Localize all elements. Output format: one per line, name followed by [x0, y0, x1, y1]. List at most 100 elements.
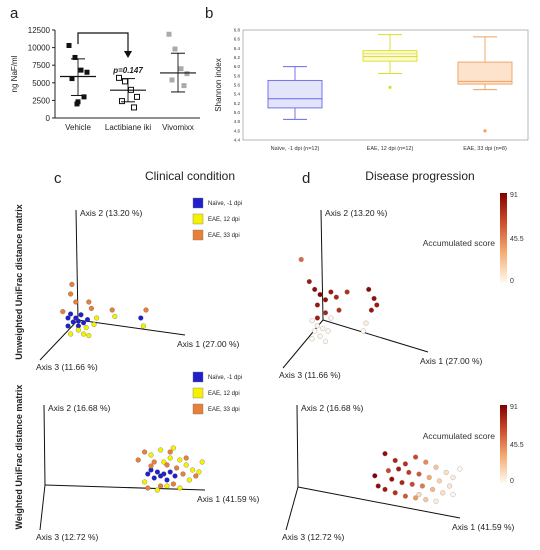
- axis2-label: Axis 2 (16.68 %): [48, 403, 111, 413]
- data-point: [81, 94, 87, 100]
- panel-letter-d: d: [302, 170, 310, 187]
- data-point: [158, 447, 164, 453]
- axis1-label: Axis 1 (27.00 %): [177, 339, 240, 349]
- y-tick-label: 6.4: [234, 46, 241, 51]
- data-point: [402, 461, 408, 467]
- colorbar-tick-max: 91: [510, 192, 518, 199]
- data-point: [447, 483, 453, 489]
- data-point: [178, 66, 184, 72]
- data-point: [314, 323, 320, 329]
- data-point: [322, 310, 329, 316]
- data-point: [328, 315, 334, 321]
- x-category-label: Naïve, -1 dpi (n=12): [271, 146, 320, 152]
- axis1-label: Axis 1 (27.00 %): [420, 356, 483, 366]
- panel-a-dotplot: 0 2500 5000 7500 10000 12500 ng NaF/ml Vehicle L…: [10, 26, 200, 132]
- x-category-label: Lactibiane iki: [105, 123, 151, 132]
- data-point: [430, 486, 436, 492]
- data-point: [314, 302, 320, 308]
- y-tick-label: 6.6: [234, 37, 241, 42]
- data-point: [177, 457, 183, 463]
- data-point: [75, 327, 81, 333]
- y-tick-label: 5.4: [234, 92, 241, 97]
- data-point: [392, 490, 398, 496]
- legend-swatch: [192, 403, 204, 415]
- data-point: [167, 469, 173, 475]
- data-point: [158, 483, 164, 489]
- data-point: [181, 83, 187, 89]
- axis2-line: [320, 209, 324, 321]
- data-point: [88, 305, 94, 311]
- data-point: [423, 497, 429, 503]
- panel-b-boxplot: 4.4 4.6 4.8 5.0 5.2 5.4 5.6 5.8 6.0 6.2 6.4 6.6 6.8 S…: [214, 28, 529, 152]
- data-point: [134, 93, 140, 100]
- panel-c-scatter3d: Naïve, -1 dpi EAE, 12 dpi EAE, 33 dpi Naïve…: [36, 197, 260, 542]
- data-point: [423, 459, 429, 465]
- data-point: [183, 455, 189, 461]
- data-point: [84, 69, 90, 75]
- data-point: [167, 455, 173, 461]
- legend-label: Naïve, -1 dpi: [208, 201, 242, 207]
- data-point: [199, 459, 205, 465]
- data-point: [180, 471, 186, 477]
- data-point: [336, 307, 342, 313]
- data-point: [375, 483, 381, 489]
- y-tick-label: 5.8: [234, 73, 241, 78]
- data-point: [177, 485, 183, 491]
- data-point: [81, 320, 87, 326]
- data-point: [385, 468, 391, 474]
- data-point: [433, 498, 439, 504]
- data-point: [151, 475, 157, 481]
- axis1-line: [77, 319, 186, 336]
- y-tick-label: 4.6: [234, 128, 241, 133]
- data-point: [416, 491, 422, 498]
- data-point: [360, 328, 366, 334]
- panel-d-scatter3d: Axis 1 (27.00 %) Axis 2 (13.20 %) Axis 3 (…: [279, 192, 524, 542]
- data-point: [151, 459, 157, 465]
- colorbar: [500, 193, 507, 283]
- axis3-line: [39, 484, 46, 531]
- data-point: [174, 465, 180, 471]
- data-point: [190, 467, 196, 473]
- panel-letter-a: a: [10, 5, 19, 22]
- row-label-unweighted: Unweighted UniFrac distance matrix: [14, 204, 24, 360]
- axis1-label: Axis 1 (41.59 %): [197, 494, 260, 504]
- x-category-label: EAE, 33 dpi (n=8): [463, 146, 507, 152]
- data-point: [372, 473, 378, 479]
- legend-label: Naïve, -1 dpi: [208, 375, 242, 381]
- axis3-line: [39, 319, 79, 361]
- data-point: [154, 469, 160, 475]
- data-point: [65, 323, 71, 329]
- data-point: [416, 471, 422, 477]
- legend-label: EAE, 12 dpi: [208, 391, 240, 397]
- plot-frame: [242, 29, 529, 141]
- legend-swatch: [192, 371, 204, 383]
- data-point: [70, 319, 76, 325]
- data-point: [322, 297, 329, 303]
- data-point: [443, 469, 449, 475]
- data-point: [314, 315, 320, 321]
- legend-swatch: [192, 197, 204, 209]
- axis3-label: Axis 3 (11.66 %): [36, 362, 98, 372]
- axis2-line: [43, 404, 46, 486]
- data-point: [145, 471, 151, 477]
- data-point: [183, 462, 189, 468]
- data-point: [440, 490, 446, 496]
- data-point: [167, 449, 173, 455]
- data-point: [170, 481, 176, 487]
- data-point: [164, 462, 170, 468]
- colorbar-tick-min: 0: [510, 478, 514, 485]
- data-point: [433, 464, 439, 470]
- comparison-arrowhead: [124, 51, 132, 58]
- data-point: [158, 473, 164, 479]
- data-point: [86, 333, 92, 339]
- data-point: [140, 323, 146, 329]
- data-point: [86, 299, 92, 305]
- colorbar-label: Accumulated score: [423, 431, 496, 441]
- data-point: [419, 483, 425, 489]
- y-tick-label: 5.0: [234, 110, 241, 115]
- y-tick-label: 7500: [32, 61, 50, 70]
- data-point: [320, 325, 326, 331]
- panel-d-title: Disease progression: [365, 169, 474, 183]
- box-outlier: [483, 129, 487, 133]
- comparison-bracket: [77, 32, 129, 53]
